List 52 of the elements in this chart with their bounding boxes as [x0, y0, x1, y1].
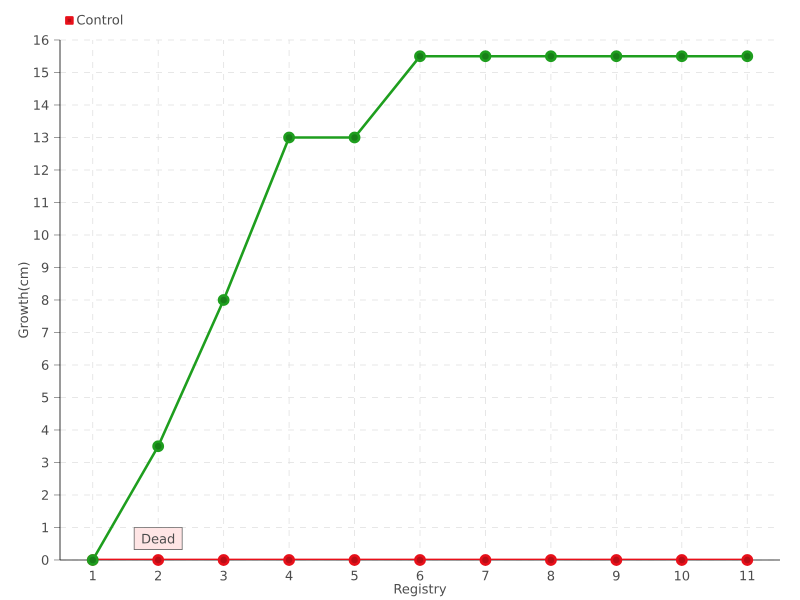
point: [545, 50, 557, 62]
y-tick-label: 7: [42, 328, 48, 338]
point: [676, 554, 688, 566]
x-tick-label: 3: [220, 570, 227, 581]
point: [414, 554, 426, 566]
legend-label: Control: [77, 14, 122, 25]
x-tick-label: 6: [416, 570, 424, 581]
y-tick-label: 6: [42, 360, 48, 370]
point: [283, 132, 295, 144]
x-tick-label: 1: [90, 570, 96, 580]
point: [218, 294, 230, 306]
y-tick-label: 2: [42, 490, 48, 500]
x-tick-label: 5: [351, 570, 358, 580]
y-tick-label: 11: [34, 198, 48, 208]
x-tick-label: 4: [286, 570, 292, 580]
point: [741, 554, 754, 566]
point: [610, 554, 622, 566]
y-tick-label: 3: [42, 458, 48, 468]
y-tick-label: 13: [34, 132, 48, 142]
x-axis-title: Registry: [394, 584, 446, 596]
point: [218, 554, 230, 566]
y-tick-label: 8: [42, 295, 48, 305]
y-tick-label: 5: [42, 392, 48, 402]
point: [414, 50, 426, 62]
point: [480, 50, 492, 62]
point: [610, 50, 622, 62]
point: [283, 554, 295, 566]
point: [480, 554, 492, 566]
y-tick-label: 12: [34, 165, 48, 175]
x-tick-label: 7: [482, 570, 488, 580]
y-tick-label: 9: [42, 262, 48, 272]
y-tick-label: 1: [42, 522, 48, 532]
y-tick-label: 15: [34, 68, 48, 78]
x-tick-label: 11: [740, 570, 754, 580]
y-tick-label: 14: [34, 100, 49, 110]
y-tick-label: 16: [34, 35, 48, 45]
point: [741, 50, 754, 62]
y-axis-title: Growth(cm): [18, 262, 30, 338]
x-tick-label: 8: [548, 570, 554, 581]
x-tick-label: 2: [154, 570, 162, 580]
x-tick-label: 9: [613, 570, 620, 581]
point: [348, 132, 360, 144]
annotation: Dead: [142, 534, 174, 544]
point: [152, 440, 164, 452]
point: [676, 50, 688, 62]
point: [545, 554, 557, 566]
x-tick-label: 10: [674, 570, 690, 581]
point: [348, 554, 360, 566]
y-tick-label: 4: [42, 425, 49, 435]
point: [152, 554, 164, 566]
y-tick-label: 0: [42, 555, 48, 565]
y-tick-label: 10: [34, 230, 48, 240]
